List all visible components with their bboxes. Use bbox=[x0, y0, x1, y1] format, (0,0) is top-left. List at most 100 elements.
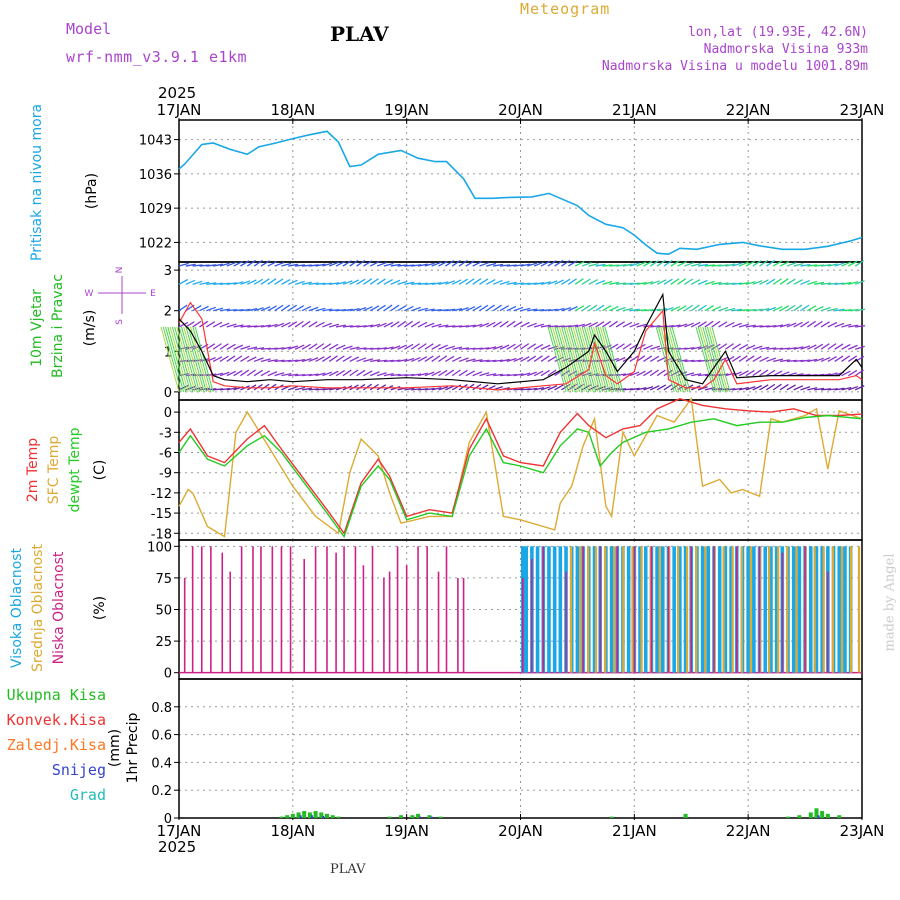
wind-arrow bbox=[629, 355, 639, 362]
wind-arrow bbox=[745, 281, 756, 285]
cloud-mid-bar bbox=[586, 546, 590, 673]
wind-arrow bbox=[472, 383, 482, 391]
wind-arrow bbox=[417, 372, 428, 377]
cloud-high-bar bbox=[752, 546, 756, 673]
cloud-high-bar bbox=[820, 546, 824, 673]
wind-arrow bbox=[725, 321, 735, 328]
wind-arrow bbox=[718, 356, 729, 363]
wind-arrow bbox=[595, 321, 605, 328]
wind-arrow bbox=[294, 344, 305, 350]
wind-arrow bbox=[806, 320, 816, 328]
wind-arrow bbox=[240, 308, 251, 312]
wind-arrow bbox=[472, 371, 483, 377]
wind-arrow bbox=[827, 343, 837, 350]
wind-arrow bbox=[807, 305, 817, 312]
wind-arrow bbox=[766, 383, 776, 391]
wind-gust-arrow bbox=[579, 326, 599, 393]
wind-arrow bbox=[588, 373, 599, 377]
temperature-y-tick-label: -18 bbox=[151, 527, 172, 542]
wind-arrow bbox=[786, 304, 796, 312]
wind-arrow bbox=[192, 320, 202, 328]
wind-arrow bbox=[691, 262, 702, 267]
wind-arrow bbox=[848, 260, 858, 267]
wind-arrow bbox=[458, 325, 470, 328]
wind-arrow bbox=[445, 345, 456, 350]
wind-arrow bbox=[288, 373, 299, 377]
cloud-low-bar bbox=[260, 546, 262, 673]
x-tick-label-top: 18JAN bbox=[270, 101, 315, 119]
cloud-mid-bar bbox=[722, 546, 725, 673]
wind-arrow bbox=[260, 370, 271, 377]
wind-arrow bbox=[595, 373, 606, 377]
wind-gust-arrow bbox=[167, 326, 187, 393]
wind-gust-arrow bbox=[194, 326, 214, 393]
wind-arrow bbox=[219, 322, 230, 328]
wind-arrow bbox=[684, 304, 694, 312]
wind-arrow bbox=[253, 369, 263, 377]
wind-arrow bbox=[759, 369, 769, 377]
wind-arrow bbox=[786, 384, 796, 391]
wind-arrow bbox=[540, 386, 551, 391]
wind-arrow bbox=[772, 305, 783, 312]
precip-total-bar bbox=[416, 813, 421, 818]
wind-arrow bbox=[219, 355, 229, 362]
wind-arrow bbox=[616, 264, 627, 267]
wind-arrow bbox=[718, 306, 729, 312]
wind-arrow bbox=[479, 347, 490, 350]
wind-arrow bbox=[567, 278, 577, 285]
temperature-y-tick-label: -9 bbox=[159, 467, 172, 482]
wind-arrow bbox=[486, 321, 496, 328]
precip-total-bar bbox=[797, 815, 802, 818]
cloud-low-bar bbox=[388, 571, 391, 673]
wind-arrow bbox=[656, 279, 667, 285]
wind-arrow bbox=[779, 323, 790, 328]
precip-snow-bar bbox=[430, 816, 433, 818]
wind-arrow bbox=[260, 306, 271, 312]
wind-arrow bbox=[226, 261, 237, 267]
wind-arrow bbox=[376, 372, 387, 377]
cloud-low-bar bbox=[405, 565, 408, 673]
wind-arrow bbox=[356, 369, 366, 377]
wind-arrow bbox=[356, 347, 367, 350]
wind-arrow bbox=[643, 281, 654, 285]
wind-arrow bbox=[499, 280, 510, 285]
wind-arrow bbox=[547, 260, 557, 267]
wind-arrow bbox=[759, 259, 769, 267]
wind-arrow bbox=[349, 307, 360, 312]
wind-arrow bbox=[499, 373, 511, 377]
cloud-low-bar bbox=[758, 546, 761, 673]
wind-arrow bbox=[520, 343, 530, 350]
wind-arrow bbox=[410, 343, 420, 350]
wind-arrow bbox=[240, 280, 251, 285]
wind-speed-line bbox=[178, 292, 863, 385]
wind-arrow bbox=[540, 355, 550, 362]
cloud-mid-bar bbox=[622, 546, 625, 673]
wind-arrow bbox=[431, 355, 441, 362]
wind-arrow bbox=[288, 279, 298, 285]
wind-arrow bbox=[342, 369, 352, 377]
wind-arrow bbox=[731, 322, 742, 328]
wind-arrow bbox=[677, 261, 687, 267]
cloud-mid-bar bbox=[740, 546, 743, 673]
wind-arrow bbox=[226, 282, 237, 285]
pressure-y-tick-label: 1022 bbox=[139, 236, 172, 251]
wind-arrow bbox=[178, 262, 189, 267]
wind-arrow bbox=[704, 264, 715, 267]
wind-arrow bbox=[649, 355, 660, 363]
cloud-low-bar bbox=[599, 546, 601, 673]
wind-arrow bbox=[226, 343, 236, 350]
wind-arrow bbox=[786, 346, 797, 350]
wind-arrow bbox=[335, 324, 347, 328]
wind-arrow bbox=[185, 263, 196, 267]
cloud-low-bar bbox=[827, 571, 829, 673]
cloud-low-bar bbox=[371, 546, 374, 673]
clouds-y-tick-label: 0 bbox=[164, 667, 172, 682]
wind-arrow bbox=[417, 307, 428, 312]
wind-arrow bbox=[855, 325, 866, 328]
wind-arrow bbox=[595, 304, 605, 312]
wind-arrow bbox=[684, 262, 695, 267]
product-title: Meteogram bbox=[520, 0, 611, 18]
wind-arrow bbox=[540, 369, 550, 377]
wind-arrow bbox=[520, 263, 531, 267]
wind-arrow bbox=[411, 264, 422, 267]
